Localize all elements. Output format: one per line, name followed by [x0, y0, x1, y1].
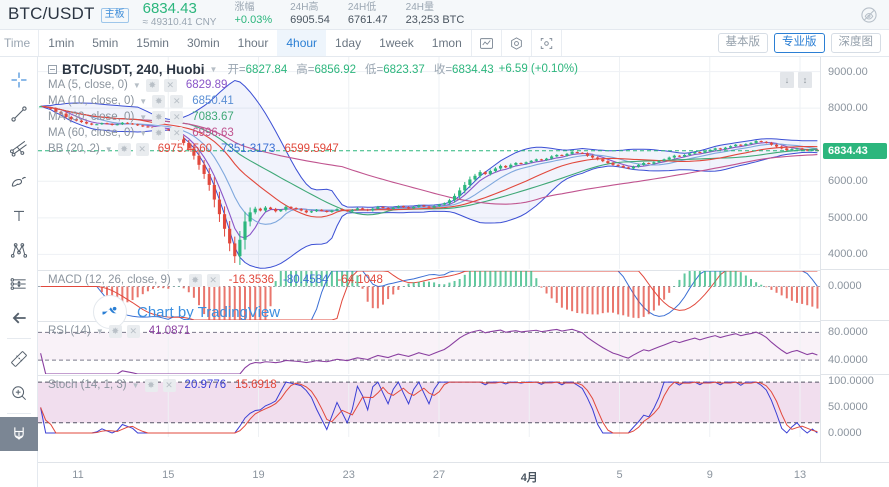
view-基本版[interactable]: 基本版 [717, 33, 768, 53]
text-icon[interactable] [2, 199, 36, 233]
time-label: Time [0, 30, 40, 56]
market-stat: 24H高 6905.54 [290, 2, 330, 27]
interval-4hour[interactable]: 4hour [277, 30, 327, 56]
chart-body: BTC/USDT, 240, Huobi ▼ 开=6827.84 高=6856.9… [0, 57, 889, 487]
axis-divider [821, 269, 889, 270]
last-price-block: 6834.43 ≈ 49310.41 CNY [142, 0, 217, 29]
market-stat: 涨幅 +0.03% [234, 2, 272, 27]
crosshair-icon[interactable] [2, 63, 36, 97]
time-tick: 4月 [520, 472, 538, 484]
view-mode-buttons: 基本版 专业版 深度图 [717, 30, 889, 56]
symbol-name: BTC/USDT [8, 4, 95, 23]
fullscreen-icon[interactable] [532, 30, 562, 56]
interval-toolbar: Time 1min 5min 15min 30min 1hour 4hour 1day 1we… [0, 30, 889, 57]
time-tick: 15 [162, 469, 175, 481]
price-tick: 6000.00 [828, 175, 868, 188]
price-axis[interactable]: 9000.00 8000.00 6000.00 5000.00 4000.00 6834.… [820, 57, 889, 462]
axis-tick: 0.0000 [828, 279, 862, 292]
market-stat-label: 涨幅 [234, 1, 255, 13]
stoch-pane[interactable] [38, 375, 820, 437]
price-tick: 8000.00 [828, 102, 868, 115]
price-tick: 9000.00 [828, 65, 868, 78]
drawing-toolbar [0, 57, 38, 487]
eye-off-icon[interactable] [859, 5, 879, 25]
scale-fit-icon[interactable]: ↕ [798, 72, 812, 88]
chart-panes: BTC/USDT, 240, Huobi ▼ 开=6827.84 高=6856.9… [38, 57, 820, 462]
axis-tick: 40.0000 [828, 353, 868, 366]
time-tick: 11 [72, 469, 84, 481]
price-tick: 4000.00 [828, 248, 868, 261]
market-stat-label: 24H量 [405, 1, 434, 13]
axis-tick: 100.0000 [828, 375, 874, 388]
time-tick: 19 [252, 469, 265, 481]
market-stat: 24H量 23,253 BTC [406, 2, 465, 27]
axis-divider [821, 320, 889, 321]
rail-divider-2 [6, 413, 31, 414]
axis-divider [821, 374, 889, 375]
scale-down-icon[interactable]: ↓ [780, 72, 794, 88]
axis-tick: 50.0000 [828, 401, 868, 414]
rsi-pane[interactable] [38, 321, 820, 374]
interval-15min[interactable]: 15min [136, 36, 169, 50]
market-stat-value: +0.03% [234, 13, 273, 26]
view-专业版[interactable]: 专业版 [774, 33, 825, 53]
market-stat-label: 24H高 [290, 1, 319, 13]
pattern-icon[interactable] [2, 233, 36, 267]
time-tick: 5 [616, 469, 623, 481]
interval-5min[interactable]: 5min [92, 36, 119, 50]
market-stat-value: 6905.54 [290, 13, 330, 26]
zoom-in-icon[interactable] [2, 376, 36, 410]
macd-pane[interactable] [38, 270, 820, 320]
market-header: BTC/USDT 主板 6834.43 ≈ 49310.41 CNY 涨幅 +0.… [0, 0, 889, 30]
ruler-icon[interactable] [2, 342, 36, 376]
toolbar-icon-group [470, 30, 562, 56]
interval-1mon[interactable]: 1mon [431, 36, 462, 50]
header-right [859, 5, 879, 25]
indicator-icon[interactable] [502, 30, 532, 56]
rail-divider-1 [6, 338, 31, 339]
axis-tick: 80.0000 [828, 325, 868, 338]
price-tick: 5000.00 [828, 211, 868, 224]
magnet-icon[interactable] [0, 417, 38, 451]
scale-buttons: ↓ ↕ [780, 72, 812, 88]
brush-icon[interactable] [2, 165, 36, 199]
symbol-badge: 主板 [100, 8, 129, 23]
interval-1week[interactable]: 1week [379, 36, 414, 50]
line-chart-icon[interactable] [472, 30, 502, 56]
interval-1hour[interactable]: 1hour [237, 36, 269, 50]
time-tick: 9 [706, 469, 713, 481]
time-tick: 13 [793, 469, 807, 481]
axis-tick: 0.0000 [828, 426, 862, 439]
market-stat-value: 6761.47 [347, 13, 388, 26]
market-stat: 24H低 6761.47 [348, 2, 388, 27]
market-stat-label: 24H低 [347, 1, 377, 13]
forecast-icon[interactable] [2, 267, 36, 301]
time-tick: 23 [342, 469, 355, 481]
last-price-badge: 6834.43 [823, 142, 887, 159]
symbol-block[interactable]: BTC/USDT 主板 [8, 4, 129, 25]
pitchfork-icon[interactable] [2, 131, 36, 165]
interval-1min[interactable]: 1min [48, 36, 75, 50]
interval-list: 1min 5min 15min 30min 1hour 4hour 1day 1week 1mo… [39, 30, 471, 56]
interval-30min[interactable]: 30min [186, 36, 220, 50]
price-pane[interactable] [38, 57, 820, 269]
last-price-cny: ≈ 49310.41 CNY [142, 17, 217, 29]
market-stats: 涨幅 +0.03% 24H高 6905.54 24H低 6761.47 24H量 23,253… [216, 2, 464, 27]
time-tick: 27 [432, 469, 446, 481]
interval-1day[interactable]: 1day [335, 36, 362, 50]
last-price: 6834.43 [142, 0, 197, 17]
view-深度图[interactable]: 深度图 [830, 33, 881, 53]
chart-stack: BTC/USDT, 240, Huobi ▼ 开=6827.84 高=6856.9… [38, 57, 889, 487]
market-stat-value: 23,253 BTC [405, 13, 465, 26]
trend-line-icon[interactable] [2, 97, 36, 131]
time-axis[interactable]: 11 15 19 23 27 4月 5 9 13 [38, 462, 889, 487]
arrow-icon[interactable] [2, 301, 36, 335]
